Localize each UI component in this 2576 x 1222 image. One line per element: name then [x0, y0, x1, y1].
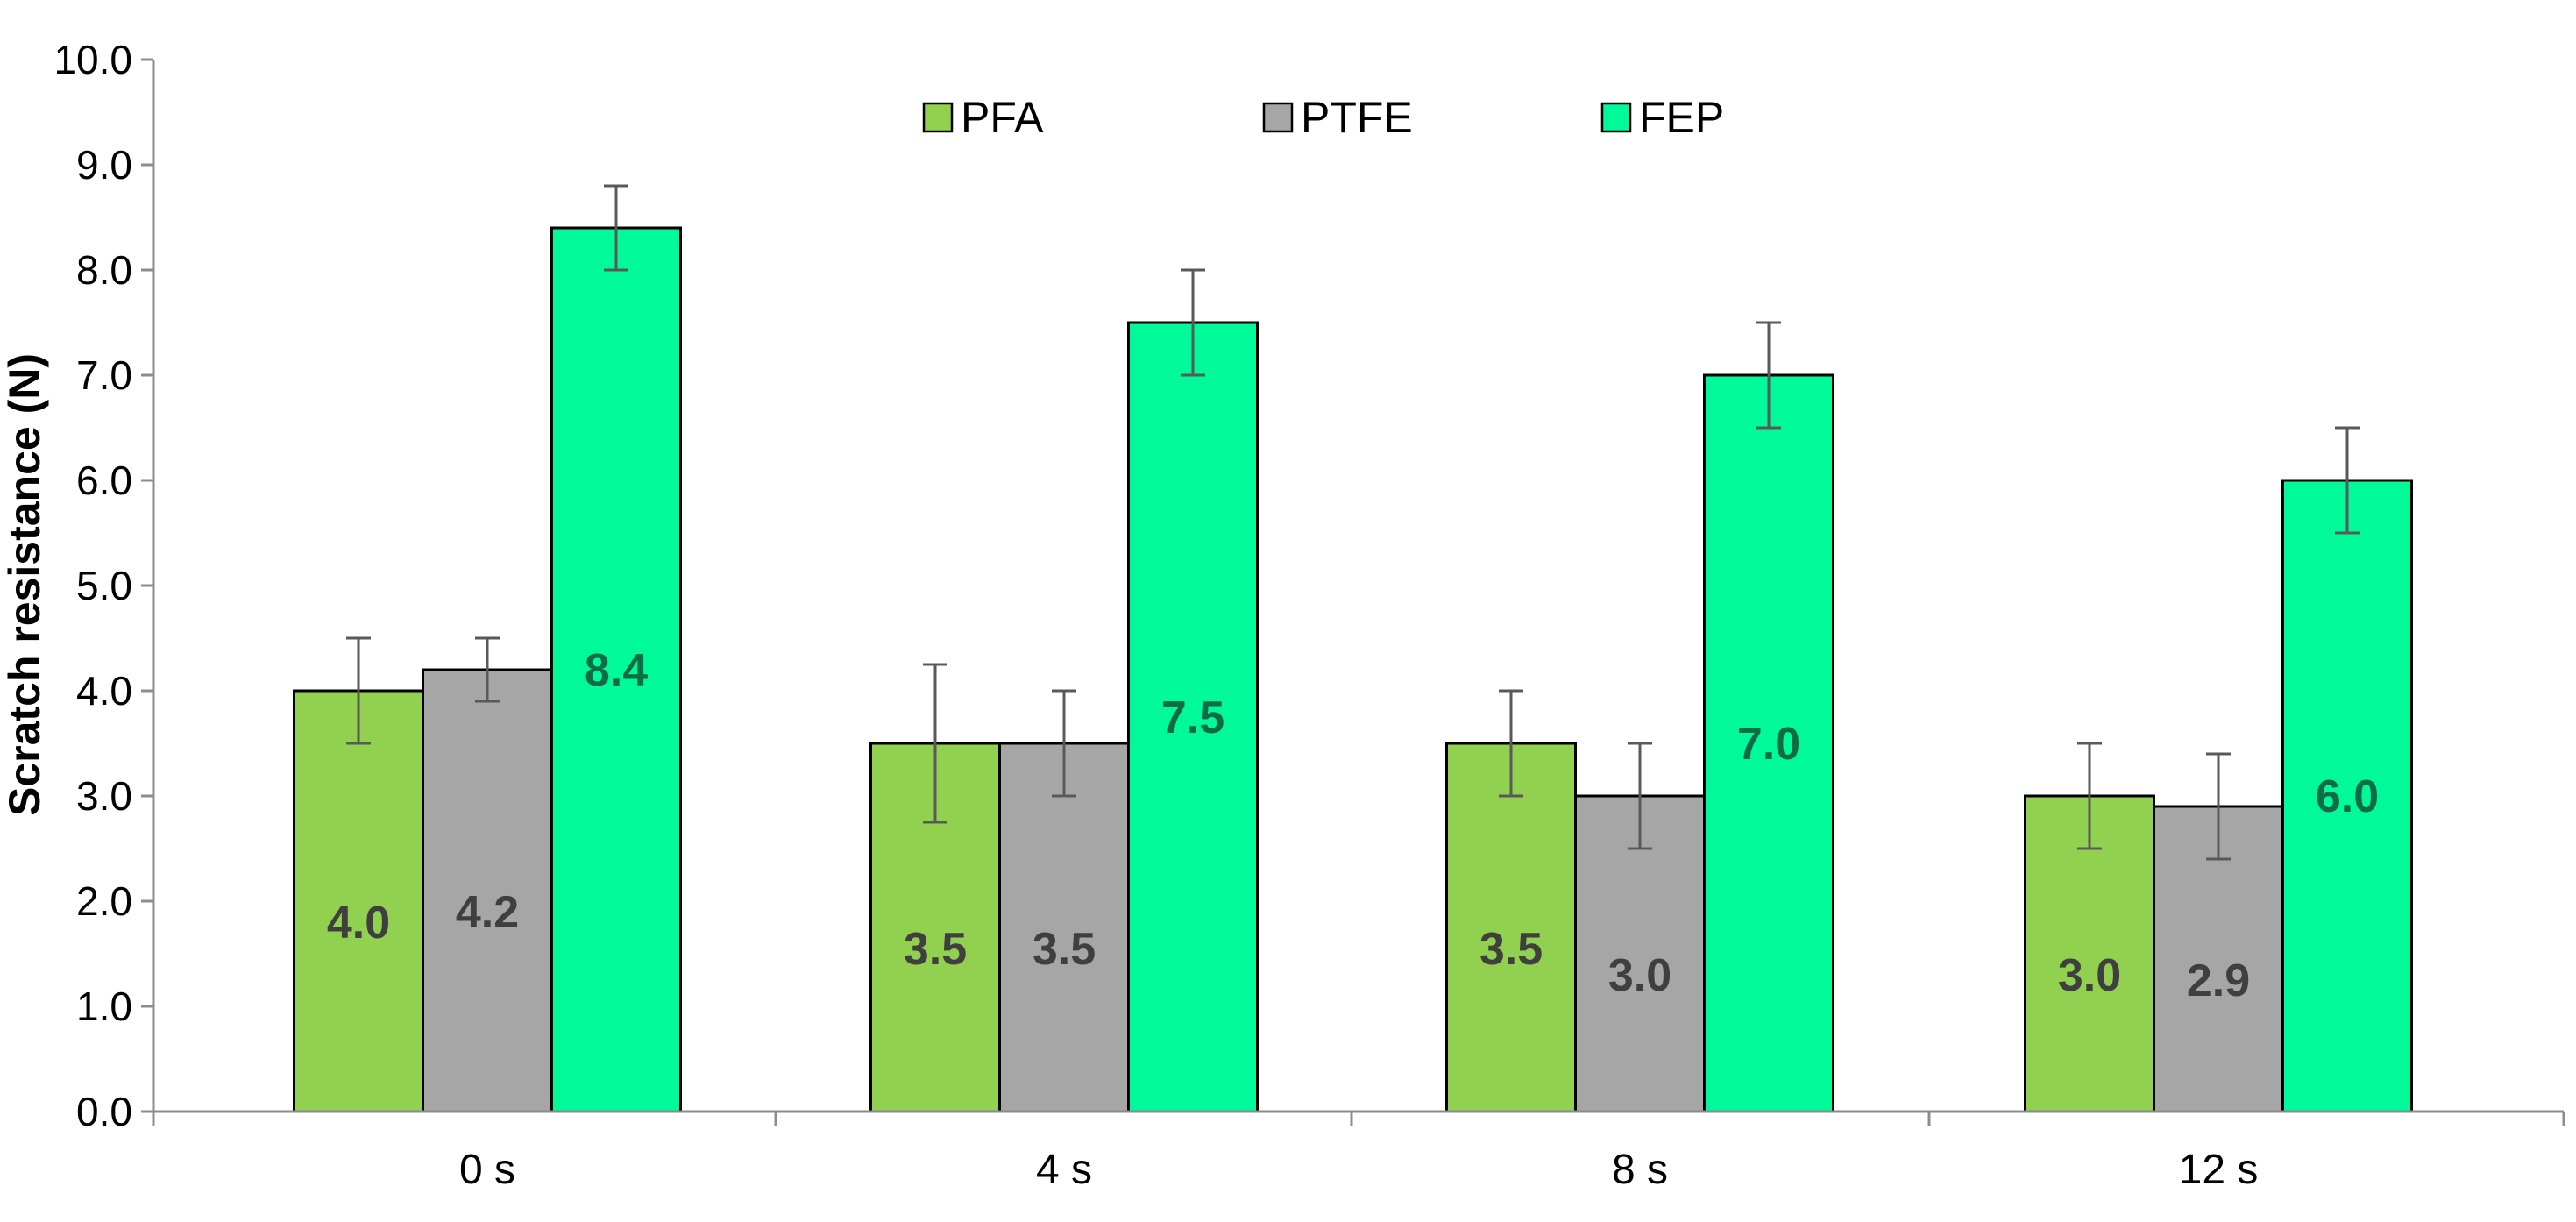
value-labels: 4.0 3.5 3.5 3.0 4.2 3.5 3.0 2.9 8.4 7.5 7.0 6.0 — [327, 645, 2379, 1006]
y-tick-label: 7.0 — [76, 352, 132, 398]
bar-fep-3 — [2281, 479, 2413, 1113]
x-category-label: 12 s — [2179, 1147, 2259, 1193]
x-category-label: 8 s — [1612, 1147, 1668, 1193]
y-tick-label: 8.0 — [76, 247, 132, 293]
value-label-ptfe: 3.0 — [1608, 950, 1671, 1001]
y-tick-label: 3.0 — [76, 773, 132, 819]
y-axis-ticks: 0.0 1.0 2.0 3.0 4.0 5.0 6.0 7.0 8.0 9.0 10.0 — [53, 37, 153, 1134]
value-label-fep: 7.0 — [1737, 719, 1800, 770]
x-axis-categories: 0 s 4 s 8 s 12 s — [459, 1147, 2258, 1193]
y-tick-label: 4.0 — [76, 668, 132, 714]
legend-swatch-pfa — [922, 102, 954, 133]
value-label-ptfe: 3.5 — [1033, 924, 1096, 975]
legend-label-fep: FEP — [1639, 93, 1724, 142]
legend-swatch-ptfe — [1262, 102, 1294, 133]
y-tick-label: 6.0 — [76, 458, 132, 503]
value-label-fep: 7.5 — [1161, 693, 1224, 743]
bar-fep-0 — [550, 226, 682, 1113]
bar-fep-2 — [1703, 373, 1834, 1113]
legend-label-pfa: PFA — [961, 93, 1044, 142]
bar-fep-1 — [1127, 321, 1259, 1113]
y-axis-label: Scratch resistance (N) — [0, 353, 49, 816]
value-label-pfa: 3.5 — [904, 924, 967, 975]
legend-label-ptfe: PTFE — [1301, 93, 1413, 142]
bar-pfa-0 — [293, 689, 424, 1113]
error-bars — [346, 184, 2360, 861]
value-label-fep: 8.4 — [585, 645, 648, 696]
axes — [152, 60, 2565, 1126]
value-label-fep: 6.0 — [2316, 771, 2379, 822]
value-label-ptfe: 2.9 — [2187, 956, 2250, 1006]
y-tick-label: 5.0 — [76, 563, 132, 608]
y-tick-label: 1.0 — [76, 984, 132, 1029]
x-category-label: 0 s — [459, 1147, 515, 1193]
legend: PFA PTFE FEP — [922, 93, 1724, 142]
value-label-pfa: 3.5 — [1480, 924, 1543, 975]
value-label-pfa: 3.0 — [2058, 950, 2121, 1001]
bar-ptfe-0 — [422, 668, 553, 1113]
x-category-label: 4 s — [1036, 1147, 1092, 1193]
y-tick-label: 0.0 — [76, 1089, 132, 1134]
y-tick-label: 2.0 — [76, 878, 132, 924]
value-label-pfa: 4.0 — [327, 898, 390, 948]
value-label-ptfe: 4.2 — [456, 887, 519, 938]
y-tick-label: 10.0 — [53, 37, 132, 82]
bar-pfa-2 — [1445, 742, 1577, 1113]
y-tick-label: 9.0 — [76, 142, 132, 188]
bars — [293, 226, 2413, 1113]
legend-swatch-fep — [1600, 102, 1632, 133]
